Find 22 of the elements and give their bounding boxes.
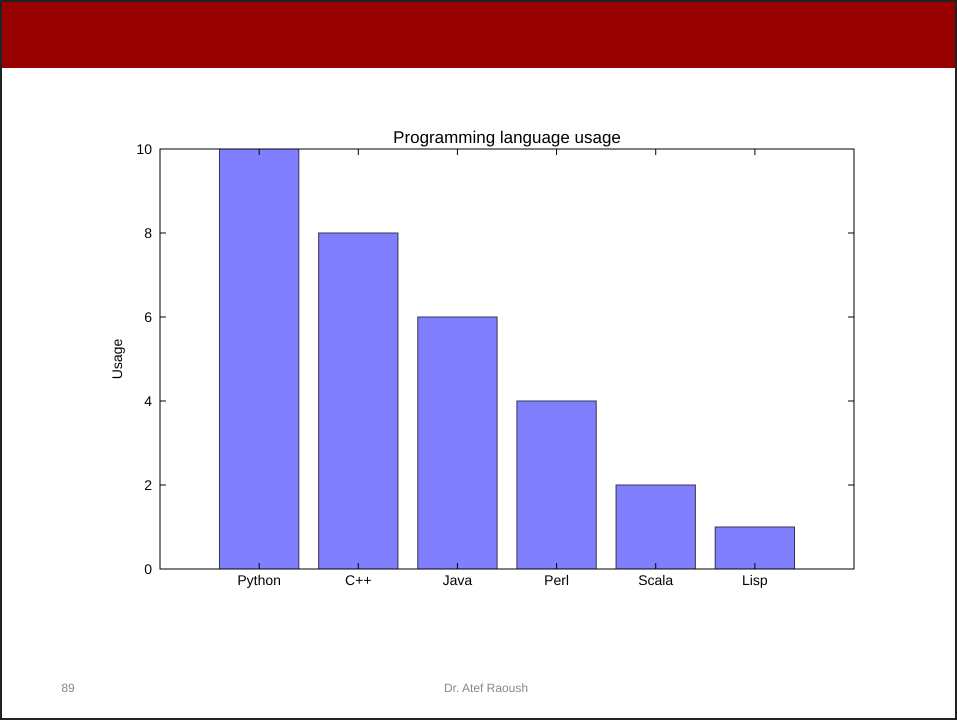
text: 89	[61, 681, 75, 695]
y-tick-label: 10	[136, 140, 152, 157]
bar	[714, 526, 796, 570]
bar	[417, 316, 498, 570]
y-tick-label: 8	[144, 224, 152, 241]
y-axis-title: Usage	[109, 338, 125, 380]
bar	[616, 484, 696, 570]
x-tick-label: C++	[345, 572, 372, 588]
x-tick-label: Scala	[638, 572, 674, 588]
chart-title: Programming language usage	[393, 128, 621, 147]
x-tick-label: Lisp	[742, 572, 768, 588]
x-tick-label: Java	[442, 572, 472, 588]
y-tick-label: 4	[144, 392, 152, 409]
x-tick-label: Python	[237, 572, 281, 588]
y-tick-label: 2	[144, 476, 152, 493]
y-tick-label: 6	[144, 308, 152, 325]
y-tick-label: 0	[144, 560, 152, 577]
text: Dr. Atef Raoush	[444, 681, 528, 695]
bar	[218, 148, 300, 570]
x-tick-label: Perl	[544, 572, 570, 588]
bar	[516, 400, 597, 570]
bar	[318, 232, 398, 570]
